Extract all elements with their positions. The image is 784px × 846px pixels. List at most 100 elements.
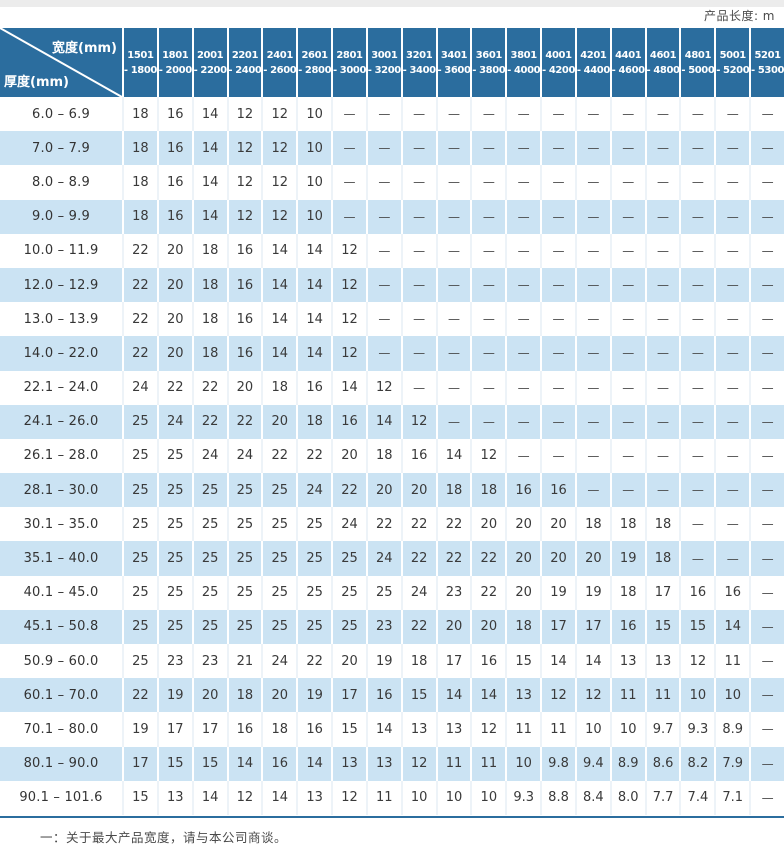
value-cell: 19 xyxy=(574,575,610,610)
value-cell: 25 xyxy=(331,575,366,610)
value-cell: 19 xyxy=(540,575,575,610)
value-cell: — xyxy=(365,131,401,166)
value-cell: 17 xyxy=(331,678,366,713)
value-cell: — xyxy=(505,267,540,303)
value-cell: 18 xyxy=(191,233,227,268)
value-cell: 12 xyxy=(226,165,262,200)
value-cell: 24 xyxy=(156,404,192,439)
column-header: 2601- 2800 xyxy=(296,28,332,97)
table-row: 45.1 – 50.8 25 25 25 25 25 25 25 23 22 20 20 18 17 17 1… xyxy=(0,609,784,644)
value-cell: 25 xyxy=(261,609,296,644)
value-cell: 22 xyxy=(470,575,505,610)
value-cell: 18 xyxy=(122,97,157,132)
column-header: 4601- 4800 xyxy=(644,28,680,97)
value-cell: 16 xyxy=(714,575,749,610)
value-cell: — xyxy=(400,336,436,371)
value-cell: — xyxy=(435,370,471,405)
diagonal-line xyxy=(0,28,122,97)
row-label: 22.1 – 24.0 xyxy=(23,380,99,396)
value-cell: 25 xyxy=(296,541,331,576)
value-cell: — xyxy=(400,131,436,166)
value-cell: — xyxy=(749,199,784,234)
value-cell: 25 xyxy=(122,609,157,644)
value-cell: 19 xyxy=(296,678,331,713)
value-cell: 22 xyxy=(122,678,157,713)
value-cell: — xyxy=(644,131,680,166)
value-cell: 16 xyxy=(296,712,331,747)
value-cell: 20 xyxy=(331,438,366,474)
value-cell: — xyxy=(749,336,784,371)
value-cell: — xyxy=(714,165,749,200)
row-label: 70.1 – 80.0 xyxy=(23,721,99,737)
row-label: 7.0 – 7.9 xyxy=(32,140,90,156)
value-cell: 22 xyxy=(122,336,157,371)
value-cell: — xyxy=(331,97,366,132)
value-cell: 22 xyxy=(191,404,227,439)
value-cell: 19 xyxy=(156,678,192,713)
value-cell: — xyxy=(470,199,505,234)
value-cell: 12 xyxy=(226,131,262,166)
value-cell: 14 xyxy=(365,404,401,439)
value-cell: 14 xyxy=(331,370,366,405)
value-cell: 16 xyxy=(609,609,645,644)
value-cell: 18 xyxy=(191,336,227,371)
value-cell: — xyxy=(749,302,784,337)
value-cell: 11 xyxy=(644,678,680,713)
value-cell: 18 xyxy=(191,267,227,303)
table-row: 6.0 – 6.9 18 16 14 12 12 10— — — — — — — — — — — — — xyxy=(0,97,784,132)
value-cell: 12 xyxy=(226,780,262,815)
value-cell: — xyxy=(714,302,749,337)
value-cell: — xyxy=(331,165,366,200)
value-cell: 14 xyxy=(191,97,227,132)
value-cell: 12 xyxy=(331,780,366,815)
value-cell: 12 xyxy=(261,131,296,166)
value-cell: — xyxy=(609,199,645,234)
value-cell: 22 xyxy=(435,507,471,542)
value-cell: 25 xyxy=(331,609,366,644)
value-cell: — xyxy=(749,678,784,713)
value-cell: 9.3 xyxy=(505,780,540,815)
value-cell: 18 xyxy=(365,438,401,474)
value-cell: 18 xyxy=(505,609,540,644)
product-length-label: 产品长度: m xyxy=(703,9,775,23)
value-cell: 18 xyxy=(400,644,436,679)
value-cell: 19 xyxy=(365,644,401,679)
value-cell: — xyxy=(609,97,645,132)
value-cell: — xyxy=(679,336,714,371)
value-cell: 10 xyxy=(400,780,436,815)
top-strip xyxy=(0,0,784,7)
value-cell: — xyxy=(540,302,575,337)
value-cell: 14 xyxy=(191,199,227,234)
value-cell: 15 xyxy=(505,644,540,679)
value-cell: 10 xyxy=(505,746,540,781)
value-cell: — xyxy=(435,233,471,268)
value-cell: — xyxy=(714,404,749,439)
value-cell: — xyxy=(505,370,540,405)
spec-table: 宽度(mm) 厚度(mm) 1501- 1800 1801- 2000 2001- … xyxy=(0,28,784,815)
value-cell: 25 xyxy=(122,541,157,576)
bottom-rule xyxy=(0,815,784,818)
value-cell: — xyxy=(749,780,784,815)
value-cell: 11 xyxy=(609,678,645,713)
value-cell: — xyxy=(505,97,540,132)
value-cell: 22 xyxy=(226,404,262,439)
value-cell: 16 xyxy=(400,438,436,474)
column-header: 3601- 3800 xyxy=(470,28,506,97)
value-cell: 17 xyxy=(644,575,680,610)
value-cell: — xyxy=(749,575,784,610)
value-cell: — xyxy=(470,233,505,268)
table-row: 40.1 – 45.0 25 25 25 25 25 25 25 25 24 23 22 20 19 19 1… xyxy=(0,575,784,610)
value-cell: — xyxy=(714,541,749,576)
value-cell: 14 xyxy=(540,644,575,679)
column-header: 1501- 1800 xyxy=(122,28,157,97)
value-cell: 20 xyxy=(365,473,401,508)
value-cell: 22 xyxy=(156,370,192,405)
value-cell: — xyxy=(714,473,749,508)
row-label: 9.0 – 9.9 xyxy=(32,209,90,225)
value-cell: 17 xyxy=(540,609,575,644)
value-cell: 15 xyxy=(644,609,680,644)
value-cell: — xyxy=(435,336,471,371)
value-cell: 16 xyxy=(261,746,296,781)
table-row: 22.1 – 24.0 24 22 22 20 18 16 14 12— — — — — — — — — — — xyxy=(0,370,784,405)
row-label: 8.0 – 8.9 xyxy=(32,174,90,190)
